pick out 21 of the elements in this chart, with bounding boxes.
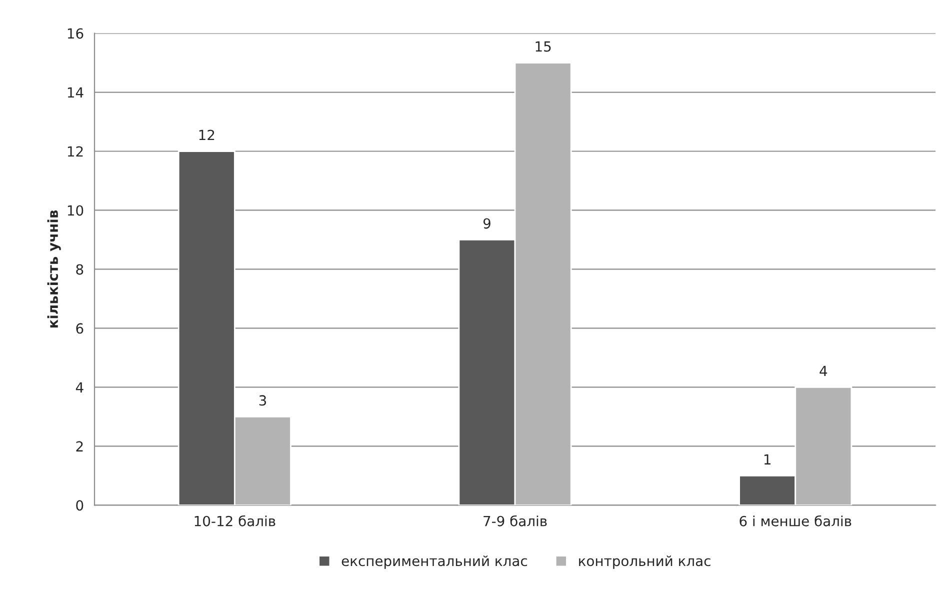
y-tick-label: 2 xyxy=(76,441,83,452)
data-label: 1 xyxy=(764,454,770,464)
y-tick-label: 12 xyxy=(68,146,83,157)
y-tick-label: 8 xyxy=(76,264,84,275)
data-label: 12 xyxy=(199,130,214,140)
y-tick-label: 14 xyxy=(68,87,84,98)
y-tick-label: 0 xyxy=(76,500,84,511)
legend-label: експериментальний клас xyxy=(342,555,527,569)
legend-label: контрольний клас xyxy=(579,555,710,569)
y-tick-label: 4 xyxy=(76,382,84,392)
x-tick-label: 10-12 балів xyxy=(194,515,276,526)
x-tick-label: 6 і менше балів xyxy=(740,515,852,526)
data-label: 15 xyxy=(536,41,551,52)
y-axis-title: кількість учнів xyxy=(47,210,61,328)
data-label: 4 xyxy=(820,366,828,376)
y-tick-label: 16 xyxy=(68,28,84,39)
y-tick-label: 6 xyxy=(76,323,84,334)
x-tick-label: 7-9 балів xyxy=(484,515,547,526)
data-label: 3 xyxy=(259,395,266,406)
y-tick-label: 10 xyxy=(68,205,84,216)
data-label: 9 xyxy=(483,218,490,229)
